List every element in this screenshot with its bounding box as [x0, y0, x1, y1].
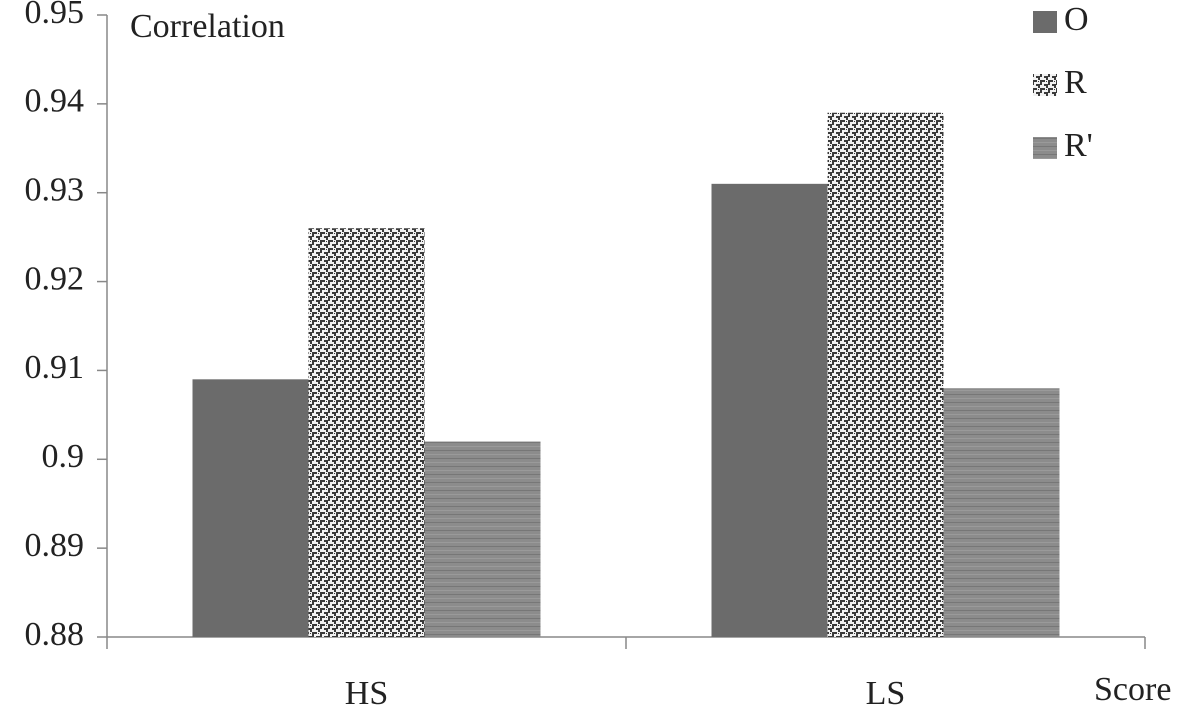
y-tick-label: 0.94	[25, 83, 85, 120]
x-tick-label: HS	[345, 675, 388, 712]
bar	[192, 379, 309, 637]
y-tick-label: 0.88	[25, 616, 85, 653]
x-axis-title: Score	[1094, 671, 1171, 708]
legend-label: R	[1064, 64, 1087, 101]
y-tick-label: 0.9	[42, 438, 85, 475]
y-axis-title: Correlation	[130, 8, 285, 45]
y-tick-label: 0.95	[25, 0, 85, 31]
legend-label: O	[1064, 1, 1089, 38]
legend-label: R'	[1064, 127, 1093, 164]
bar	[943, 388, 1060, 637]
bar	[827, 112, 944, 637]
bar	[424, 441, 541, 637]
legend-swatch	[1033, 74, 1057, 96]
y-tick-label: 0.91	[25, 349, 85, 386]
bar	[308, 228, 425, 637]
x-tick-label: LS	[866, 675, 906, 712]
y-tick-label: 0.93	[25, 172, 85, 209]
legend-swatch	[1033, 137, 1057, 159]
y-tick-label: 0.92	[25, 260, 85, 297]
y-tick-label: 0.89	[25, 527, 85, 564]
bar	[711, 183, 828, 638]
legend-swatch	[1033, 11, 1057, 33]
